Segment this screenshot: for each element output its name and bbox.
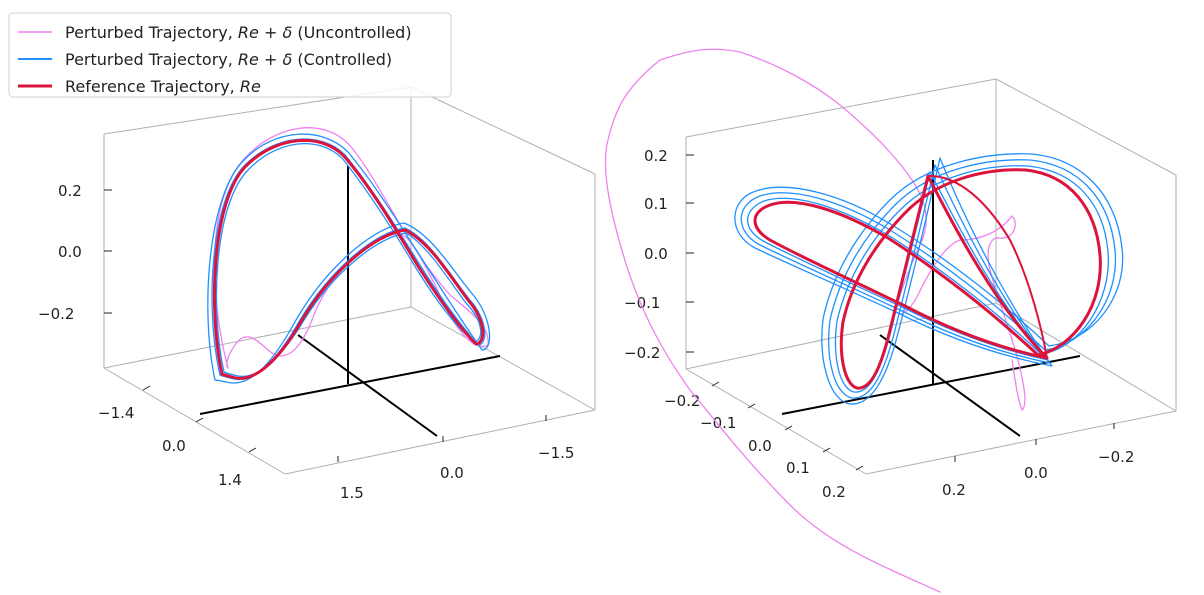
x-tick-mark [855, 465, 864, 471]
y-tick-label: 0.0 [440, 464, 464, 482]
x-tick-mark [195, 417, 204, 423]
box-edge [103, 306, 412, 369]
trajectory-uncontrolled [604, 48, 1026, 593]
z-tick-label: −0.1 [624, 294, 660, 312]
box-edge [865, 410, 1177, 475]
legend: Perturbed Trajectory, Re + δ (Uncontroll… [8, 12, 452, 98]
trajectory-controlled [207, 133, 491, 384]
legend-label-controlled: Perturbed Trajectory, Re + δ (Controlled… [65, 50, 392, 69]
box-edge [995, 302, 1177, 412]
x-tick-mark [822, 447, 831, 453]
x-tick-label: 0.0 [748, 437, 772, 455]
y-tick-label: 1.5 [340, 484, 364, 502]
x-tick-mark [784, 425, 793, 431]
z-tick-label: 0.0 [58, 243, 82, 261]
x-tick-label: −1.4 [98, 404, 134, 422]
box-edge [685, 368, 867, 475]
z-tick-label: −0.2 [38, 305, 74, 323]
x-axis-line [781, 355, 1081, 415]
trajectory-reference [212, 138, 485, 380]
y-tick-label: −1.5 [538, 444, 574, 462]
box-edge [410, 86, 596, 175]
y-axis-line [297, 334, 438, 437]
y-axis-line [879, 334, 1021, 437]
box-edge [284, 409, 596, 475]
x-tick-label: 0.1 [786, 459, 810, 477]
legend-label-uncontrolled: Perturbed Trajectory, Re + δ (Uncontroll… [65, 23, 412, 42]
x-tick-label: −0.2 [664, 392, 700, 410]
z-tick-label: −0.2 [624, 344, 660, 362]
x-tick-mark [142, 385, 151, 391]
x-tick-label: 1.4 [218, 471, 242, 489]
x-tick-mark [711, 381, 720, 387]
right-3d-plot: 0.2 0.1 0.0 −0.1 −0.2 −0.2 −0.1 0.0 0.1 … [604, 48, 1177, 593]
y-tick-label: 0.0 [1024, 464, 1048, 482]
box-edge [685, 78, 997, 138]
y-tick-label: 0.2 [942, 481, 966, 499]
box-edge [410, 306, 596, 411]
trajectory-controlled [747, 165, 1109, 393]
trajectory-reference [753, 168, 1102, 390]
legend-label-reference: Reference Trajectory, Re [65, 77, 261, 96]
box-edge [103, 367, 286, 475]
x-tick-label: 0.2 [822, 483, 846, 501]
left-3d-plot: 0.2 0.0 −0.2 −1.4 0.0 1.4 1.5 0.0 −1.5 [38, 86, 596, 502]
z-tick-label: 0.1 [644, 195, 668, 213]
legend-box [8, 12, 452, 98]
trajectory-reference [927, 174, 1048, 359]
z-tick-label: 0.0 [644, 245, 668, 263]
z-tick-label: 0.2 [644, 147, 668, 165]
trajectory-controlled [740, 159, 1117, 399]
trajectory-controlled [734, 153, 1124, 405]
x-tick-mark [747, 403, 756, 409]
x-tick-label: −0.1 [700, 414, 736, 432]
x-tick-label: 0.0 [162, 437, 186, 455]
x-axis-line [199, 355, 501, 415]
box-edge [995, 78, 1177, 176]
x-tick-mark [248, 447, 257, 453]
z-tick-label: 0.2 [58, 182, 82, 200]
y-tick-label: −0.2 [1098, 448, 1134, 466]
trajectory-uncontrolled [213, 127, 489, 369]
